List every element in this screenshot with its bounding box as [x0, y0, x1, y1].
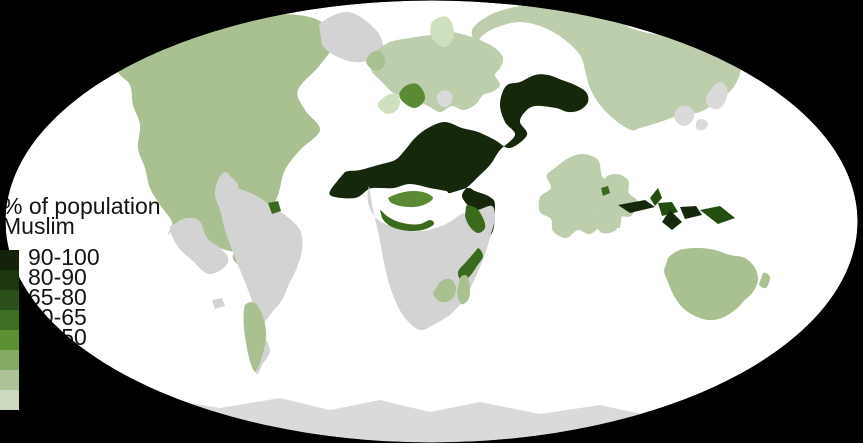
svg-text:Muslim: Muslim [2, 213, 75, 239]
